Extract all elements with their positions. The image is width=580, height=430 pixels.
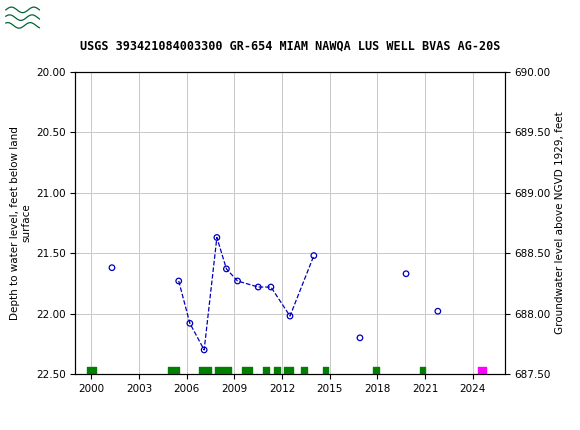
Point: [356, 335, 365, 341]
Point: [200, 347, 209, 353]
Point: [174, 277, 183, 284]
Point: [185, 320, 194, 327]
FancyBboxPatch shape: [14, 28, 23, 32]
Text: USGS: USGS: [44, 9, 99, 27]
Point: [309, 252, 318, 259]
Point: [433, 308, 443, 315]
Point: [233, 277, 242, 284]
FancyBboxPatch shape: [5, 2, 41, 34]
Point: [222, 265, 231, 272]
Point: [266, 284, 276, 291]
Point: [253, 284, 263, 291]
Point: [212, 234, 222, 241]
Y-axis label: Groundwater level above NGVD 1929, feet: Groundwater level above NGVD 1929, feet: [555, 111, 565, 335]
Point: [478, 368, 487, 375]
FancyBboxPatch shape: [7, 28, 14, 32]
Text: USGS 393421084003300 GR-654 MIAM NAWQA LUS WELL BVAS AG-20S: USGS 393421084003300 GR-654 MIAM NAWQA L…: [80, 40, 500, 52]
FancyBboxPatch shape: [14, 25, 23, 28]
Y-axis label: Depth to water level, feet below land
surface: Depth to water level, feet below land su…: [10, 126, 32, 320]
Point: [107, 264, 117, 271]
FancyBboxPatch shape: [7, 25, 14, 28]
Point: [285, 313, 295, 319]
Point: [401, 270, 411, 277]
